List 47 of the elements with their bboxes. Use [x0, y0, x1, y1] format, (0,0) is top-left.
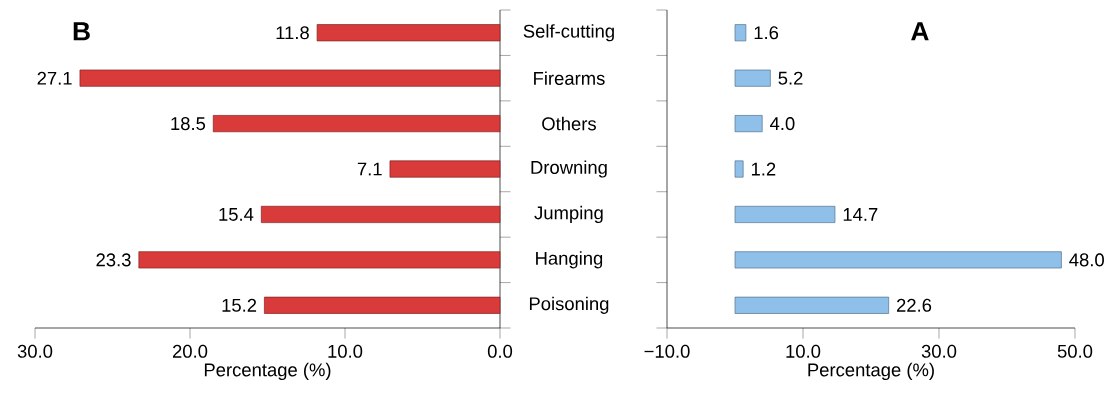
- bar: [212, 115, 501, 133]
- y-tick-label: Firearms: [534, 71, 605, 85]
- bar: [734, 296, 890, 314]
- data-label: 14.7: [843, 208, 878, 221]
- bar: [79, 69, 501, 87]
- chart-title: A: [911, 22, 929, 41]
- bar: [316, 24, 501, 42]
- x-tick-label: 30.0: [17, 344, 53, 358]
- x-tick-label: 10.0: [328, 344, 363, 358]
- x-tick-label: −10.0: [644, 344, 690, 358]
- data-label: 4.0: [770, 117, 795, 131]
- data-label: 15.2: [222, 298, 257, 312]
- bar: [264, 296, 501, 314]
- y-tick-label: Drowning: [531, 160, 607, 178]
- x-tick-label: 10.0: [786, 344, 821, 358]
- x-axis-title: Percentage (%): [204, 362, 331, 381]
- x-axis-title: Percentage (%): [808, 362, 934, 381]
- y-tick-label: Hanging: [536, 251, 603, 269]
- x-tick-label: 0.0: [487, 344, 513, 358]
- data-label: 5.2: [778, 71, 803, 85]
- y-tick-label: Poisoning: [529, 296, 609, 314]
- y-tick-label: Jumping: [534, 205, 603, 224]
- x-tick-label: 30.0: [921, 344, 957, 358]
- data-label: 7.1: [357, 162, 382, 176]
- bar: [260, 205, 501, 223]
- bar: [734, 24, 747, 42]
- data-label: 11.8: [276, 26, 309, 40]
- data-label: 1.6: [754, 26, 779, 40]
- data-label: 48.0: [1069, 253, 1104, 267]
- bar: [734, 205, 836, 223]
- y-tick-label: Others: [542, 116, 596, 131]
- data-label: 22.6: [897, 298, 932, 312]
- bar: [734, 69, 771, 87]
- bar: [734, 251, 1062, 269]
- x-tick-label: 20.0: [172, 344, 208, 358]
- data-label: 27.1: [37, 71, 72, 85]
- data-label: 1.2: [751, 162, 776, 176]
- bar: [734, 160, 744, 178]
- data-label: 23.3: [96, 253, 131, 267]
- bar: [389, 160, 501, 178]
- data-label: 15.4: [219, 208, 254, 221]
- bar: [734, 115, 763, 133]
- x-tick-label: 50.0: [1057, 344, 1093, 358]
- y-tick-label: Self-cutting: [523, 24, 614, 42]
- data-label: 18.5: [171, 117, 206, 131]
- chart-title: B: [73, 22, 90, 41]
- bar: [138, 251, 501, 269]
